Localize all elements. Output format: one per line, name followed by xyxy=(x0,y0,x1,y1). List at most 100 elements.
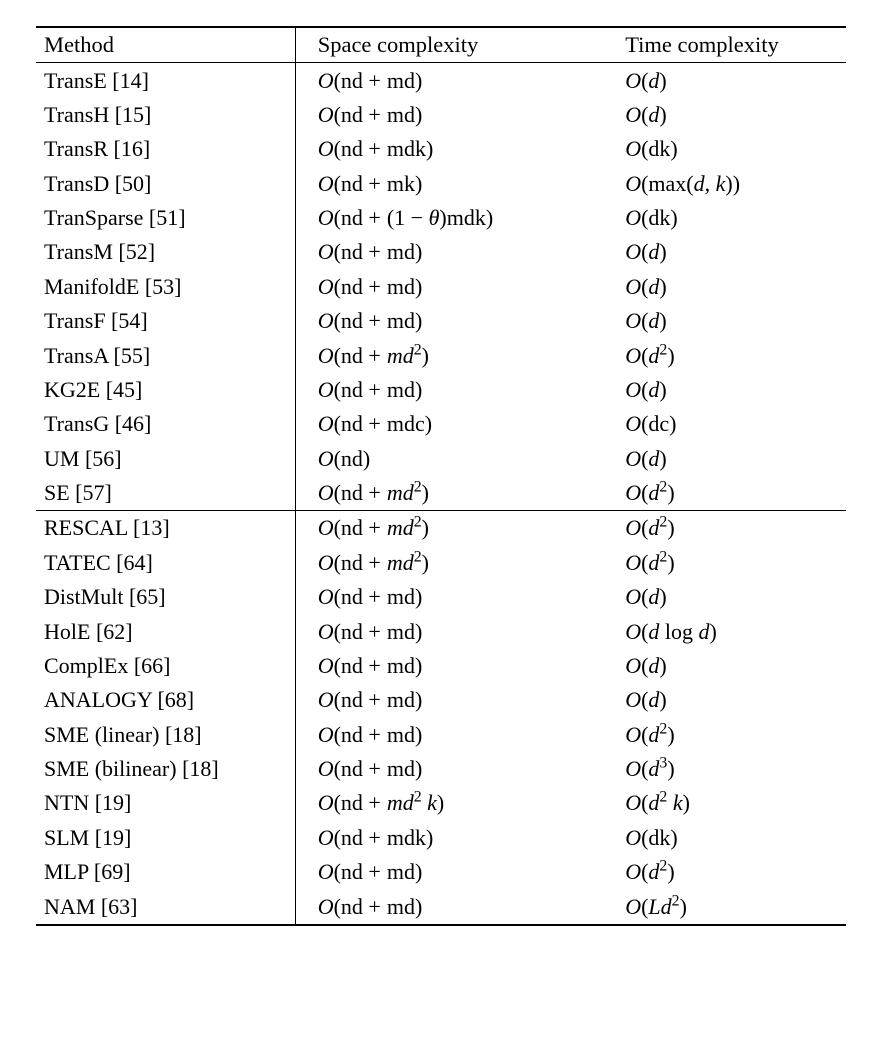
table-row: TransM [52]O(nd + md)O(d) xyxy=(36,235,846,269)
cell-time-complexity: O(d2) xyxy=(619,546,846,580)
complexity-table: Method Space complexity Time complexity … xyxy=(36,26,846,926)
cell-method: TransH [15] xyxy=(36,98,295,132)
table-row: ANALOGY [68]O(nd + md)O(d) xyxy=(36,683,846,717)
cell-method: TransD [50] xyxy=(36,167,295,201)
table-row: TransR [16]O(nd + mdk)O(dk) xyxy=(36,132,846,166)
table-row: TransD [50]O(nd + mk)O(max(d, k)) xyxy=(36,167,846,201)
cell-space-complexity: O(nd + md) xyxy=(295,373,619,407)
cell-method: SE [57] xyxy=(36,476,295,511)
cell-time-complexity: O(d) xyxy=(619,580,846,614)
cell-space-complexity: O(nd + mk) xyxy=(295,167,619,201)
cell-space-complexity: O(nd + md2) xyxy=(295,546,619,580)
table-row: UM [56]O(nd)O(d) xyxy=(36,442,846,476)
cell-time-complexity: O(d2) xyxy=(619,855,846,889)
cell-space-complexity: O(nd + md2 k) xyxy=(295,786,619,820)
col-header-method: Method xyxy=(36,27,295,63)
cell-method: TransR [16] xyxy=(36,132,295,166)
cell-time-complexity: O(d) xyxy=(619,442,846,476)
cell-space-complexity: O(nd + md2) xyxy=(295,338,619,372)
cell-time-complexity: O(d3) xyxy=(619,752,846,786)
table-row: RESCAL [13]O(nd + md2)O(d2) xyxy=(36,511,846,546)
cell-time-complexity: O(d) xyxy=(619,63,846,98)
cell-method: TransF [54] xyxy=(36,304,295,338)
cell-method: RESCAL [13] xyxy=(36,511,295,546)
cell-time-complexity: O(d) xyxy=(619,304,846,338)
cell-space-complexity: O(nd + md) xyxy=(295,683,619,717)
cell-space-complexity: O(nd + md) xyxy=(295,304,619,338)
table-row: HolE [62]O(nd + md)O(d log d) xyxy=(36,614,846,648)
cell-method: SME (linear) [18] xyxy=(36,718,295,752)
table-row: TransG [46]O(nd + mdc)O(dc) xyxy=(36,407,846,441)
cell-time-complexity: O(d) xyxy=(619,270,846,304)
cell-space-complexity: O(nd + md) xyxy=(295,63,619,98)
cell-time-complexity: O(max(d, k)) xyxy=(619,167,846,201)
cell-space-complexity: O(nd + mdk) xyxy=(295,132,619,166)
cell-time-complexity: O(d) xyxy=(619,683,846,717)
cell-time-complexity: O(d) xyxy=(619,373,846,407)
table-row: TransH [15]O(nd + md)O(d) xyxy=(36,98,846,132)
table-row: DistMult [65]O(nd + md)O(d) xyxy=(36,580,846,614)
cell-method: ANALOGY [68] xyxy=(36,683,295,717)
cell-time-complexity: O(d log d) xyxy=(619,614,846,648)
cell-method: TransE [14] xyxy=(36,63,295,98)
cell-time-complexity: O(dc) xyxy=(619,407,846,441)
table-row: TransA [55]O(nd + md2)O(d2) xyxy=(36,338,846,372)
cell-method: SME (bilinear) [18] xyxy=(36,752,295,786)
cell-space-complexity: O(nd + mdc) xyxy=(295,407,619,441)
col-header-time: Time complexity xyxy=(619,27,846,63)
cell-time-complexity: O(d2) xyxy=(619,476,846,511)
cell-method: TransM [52] xyxy=(36,235,295,269)
cell-space-complexity: O(nd + md) xyxy=(295,614,619,648)
table-row: SME (linear) [18]O(nd + md)O(d2) xyxy=(36,718,846,752)
cell-time-complexity: O(d) xyxy=(619,235,846,269)
cell-space-complexity: O(nd + md2) xyxy=(295,511,619,546)
cell-space-complexity: O(nd + md) xyxy=(295,235,619,269)
table-header-row: Method Space complexity Time complexity xyxy=(36,27,846,63)
cell-method: TranSparse [51] xyxy=(36,201,295,235)
table-row: NAM [63]O(nd + md)O(Ld2) xyxy=(36,889,846,924)
table-row: ComplEx [66]O(nd + md)O(d) xyxy=(36,649,846,683)
cell-time-complexity: O(Ld2) xyxy=(619,889,846,924)
cell-method: MLP [69] xyxy=(36,855,295,889)
table-row: MLP [69]O(nd + md)O(d2) xyxy=(36,855,846,889)
cell-method: ComplEx [66] xyxy=(36,649,295,683)
cell-space-complexity: O(nd + md) xyxy=(295,649,619,683)
cell-method: NAM [63] xyxy=(36,889,295,924)
cell-method: ManifoldE [53] xyxy=(36,270,295,304)
cell-method: UM [56] xyxy=(36,442,295,476)
table-row: KG2E [45]O(nd + md)O(d) xyxy=(36,373,846,407)
cell-space-complexity: O(nd + md) xyxy=(295,889,619,924)
cell-space-complexity: O(nd + md) xyxy=(295,752,619,786)
cell-time-complexity: O(d2) xyxy=(619,338,846,372)
table-row: TransE [14]O(nd + md)O(d) xyxy=(36,63,846,98)
table-row: ManifoldE [53]O(nd + md)O(d) xyxy=(36,270,846,304)
cell-space-complexity: O(nd + (1 − θ)mdk) xyxy=(295,201,619,235)
cell-time-complexity: O(d2) xyxy=(619,718,846,752)
table-body: TransE [14]O(nd + md)O(d)TransH [15]O(nd… xyxy=(36,63,846,925)
cell-method: DistMult [65] xyxy=(36,580,295,614)
cell-time-complexity: O(dk) xyxy=(619,821,846,855)
table-row: SE [57]O(nd + md2)O(d2) xyxy=(36,476,846,511)
cell-method: SLM [19] xyxy=(36,821,295,855)
cell-space-complexity: O(nd + md) xyxy=(295,270,619,304)
cell-space-complexity: O(nd) xyxy=(295,442,619,476)
cell-method: KG2E [45] xyxy=(36,373,295,407)
cell-method: TransG [46] xyxy=(36,407,295,441)
cell-time-complexity: O(dk) xyxy=(619,132,846,166)
table-row: NTN [19]O(nd + md2 k)O(d2 k) xyxy=(36,786,846,820)
cell-time-complexity: O(d) xyxy=(619,649,846,683)
table-row: SLM [19]O(nd + mdk)O(dk) xyxy=(36,821,846,855)
cell-time-complexity: O(dk) xyxy=(619,201,846,235)
cell-method: NTN [19] xyxy=(36,786,295,820)
col-header-space: Space complexity xyxy=(295,27,619,63)
cell-time-complexity: O(d2) xyxy=(619,511,846,546)
cell-time-complexity: O(d) xyxy=(619,98,846,132)
cell-space-complexity: O(nd + md) xyxy=(295,855,619,889)
cell-method: HolE [62] xyxy=(36,614,295,648)
table-row: TransF [54]O(nd + md)O(d) xyxy=(36,304,846,338)
table-row: TranSparse [51]O(nd + (1 − θ)mdk)O(dk) xyxy=(36,201,846,235)
cell-space-complexity: O(nd + md) xyxy=(295,580,619,614)
cell-space-complexity: O(nd + md2) xyxy=(295,476,619,511)
cell-method: TATEC [64] xyxy=(36,546,295,580)
cell-space-complexity: O(nd + md) xyxy=(295,98,619,132)
